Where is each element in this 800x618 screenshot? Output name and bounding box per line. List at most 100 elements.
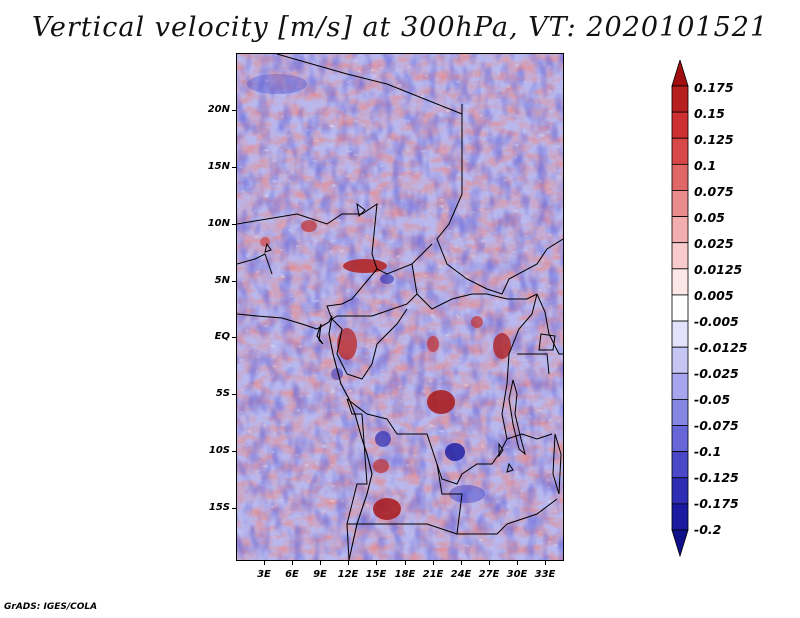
colorbar-bin-6 — [671, 216, 689, 244]
coastline-west-central — [328, 315, 373, 560]
lon-tick-24e — [461, 561, 462, 565]
colorbar-label-neg0.2: -0.2 — [694, 522, 722, 537]
lat-tick-eq — [232, 337, 236, 338]
colorbar-label-0.05: 0.05 — [694, 210, 725, 225]
colorbar-bin-12 — [671, 372, 689, 400]
lat-label-10n: 10N — [207, 218, 230, 229]
boundary-chad-sudan — [436, 114, 563, 295]
boundary-benin — [237, 253, 273, 275]
lon-tick-33e — [545, 561, 546, 565]
colorbar-label-neg0.0125: -0.0125 — [694, 340, 748, 355]
strong-downdraft-cells — [247, 74, 485, 503]
lat-label-5s: 5S — [215, 388, 230, 399]
lon-tick-12e — [348, 561, 349, 565]
lat-label-10s: 10S — [208, 445, 230, 456]
boundary-niger-nigeria-chad — [237, 202, 433, 275]
colorbar-bin-1 — [671, 85, 689, 113]
boundary-angola-zambia — [436, 463, 558, 535]
bioko-island — [316, 323, 324, 345]
colorbar-label-0.025: 0.025 — [694, 236, 734, 251]
lakes — [264, 202, 562, 495]
colorbar-segments — [671, 60, 689, 558]
colorbar-bin-9 — [671, 294, 689, 322]
colorbar-label-neg0.005: -0.005 — [694, 314, 739, 329]
lake-victoria — [538, 333, 556, 351]
lon-label-6e: 6E — [285, 569, 299, 580]
lat-tick-20n — [232, 110, 236, 111]
lake-chad — [356, 202, 366, 218]
lon-label-33e: 33E — [534, 569, 556, 580]
lat-label-5n: 5N — [214, 275, 230, 286]
boundary-cabinda — [346, 398, 362, 415]
lon-tick-18e — [405, 561, 406, 565]
lon-tick-6e — [292, 561, 293, 565]
lon-label-3e: 3E — [257, 569, 271, 580]
boundary-car — [411, 263, 538, 310]
boundary-uganda-kenya — [536, 293, 563, 355]
colorbar-bin-8 — [671, 268, 689, 296]
boundary-tanzania — [506, 433, 553, 440]
lat-label-20n: 20N — [207, 104, 230, 115]
colorbar-bin-11 — [671, 346, 689, 374]
boundary-namibia — [347, 523, 458, 535]
colorbar-label-neg0.175: -0.175 — [694, 496, 739, 511]
lon-tick-27e — [489, 561, 490, 565]
lat-tick-15s — [232, 508, 236, 509]
lon-label-21e: 21E — [422, 569, 444, 580]
boundary-drc-east — [501, 293, 538, 440]
boundary-congo-drc — [376, 308, 408, 345]
colorbar-label-0.005: 0.005 — [694, 288, 734, 303]
colorbar-bin-18 — [671, 529, 689, 558]
colorbar-label-0.15: 0.15 — [694, 106, 725, 121]
lon-tick-30e — [517, 561, 518, 565]
colorbar-bin-16 — [671, 477, 689, 505]
colorbar-bin-0 — [671, 60, 689, 87]
boundary-cameroon-north — [326, 268, 378, 320]
lon-label-12e: 12E — [337, 569, 359, 580]
lake-kainji — [264, 242, 272, 253]
coastline-gulf-guinea — [237, 313, 333, 330]
boundary-rwanda — [517, 353, 550, 375]
lon-tick-3e — [264, 561, 265, 565]
colorbar-bin-17 — [671, 503, 689, 531]
boundary-gabon — [331, 318, 378, 380]
colorbar-label-0.1: 0.1 — [694, 158, 717, 173]
lat-tick-5s — [232, 394, 236, 395]
lat-label-15n: 15N — [207, 161, 230, 172]
colorbar-bin-5 — [671, 190, 689, 217]
country-boundaries — [237, 54, 563, 560]
colorbar-bin-10 — [671, 320, 689, 348]
lon-label-15e: 15E — [365, 569, 387, 580]
boundary-drc-angola — [346, 398, 508, 485]
boundary-libya-niger-chad — [276, 54, 463, 115]
lat-tick-10n — [232, 224, 236, 225]
colorbar-bin-15 — [671, 451, 689, 479]
grads-credit: GrADS: IGES/COLA — [4, 602, 98, 612]
vertical-velocity-map — [236, 53, 564, 561]
boundary-angola-west — [346, 413, 368, 560]
lon-label-30e: 30E — [506, 569, 528, 580]
lon-label-27e: 27E — [478, 569, 500, 580]
colorbar-label-neg0.05: -0.05 — [694, 392, 731, 407]
lat-tick-10s — [232, 451, 236, 452]
strong-updraft-cells — [260, 220, 511, 520]
map-title: Vertical velocity [m/s] at 300hPa, VT: 2… — [31, 12, 769, 43]
lat-label-eq: EQ — [214, 331, 230, 342]
lon-tick-21e — [433, 561, 434, 565]
coastline — [237, 313, 373, 560]
colorbar-label-0.125: 0.125 — [694, 132, 734, 147]
lake-bangweulu — [506, 462, 514, 473]
colorbar-bin-3 — [671, 137, 689, 165]
lake-mweru — [498, 442, 504, 458]
colorbar-bin-7 — [671, 242, 689, 270]
colorbar — [671, 60, 689, 558]
lat-label-15s: 15S — [208, 502, 230, 513]
colorbar-label-neg0.025: -0.025 — [694, 366, 739, 381]
colorbar-bin-2 — [671, 111, 689, 139]
colorbar-label-neg0.075: -0.075 — [694, 418, 739, 433]
lake-malawi — [552, 433, 562, 495]
colorbar-bin-13 — [671, 399, 689, 426]
colorbar-bin-14 — [671, 425, 689, 453]
lake-tanganyika — [508, 379, 526, 456]
colorbar-label-0.075: 0.075 — [694, 184, 734, 199]
